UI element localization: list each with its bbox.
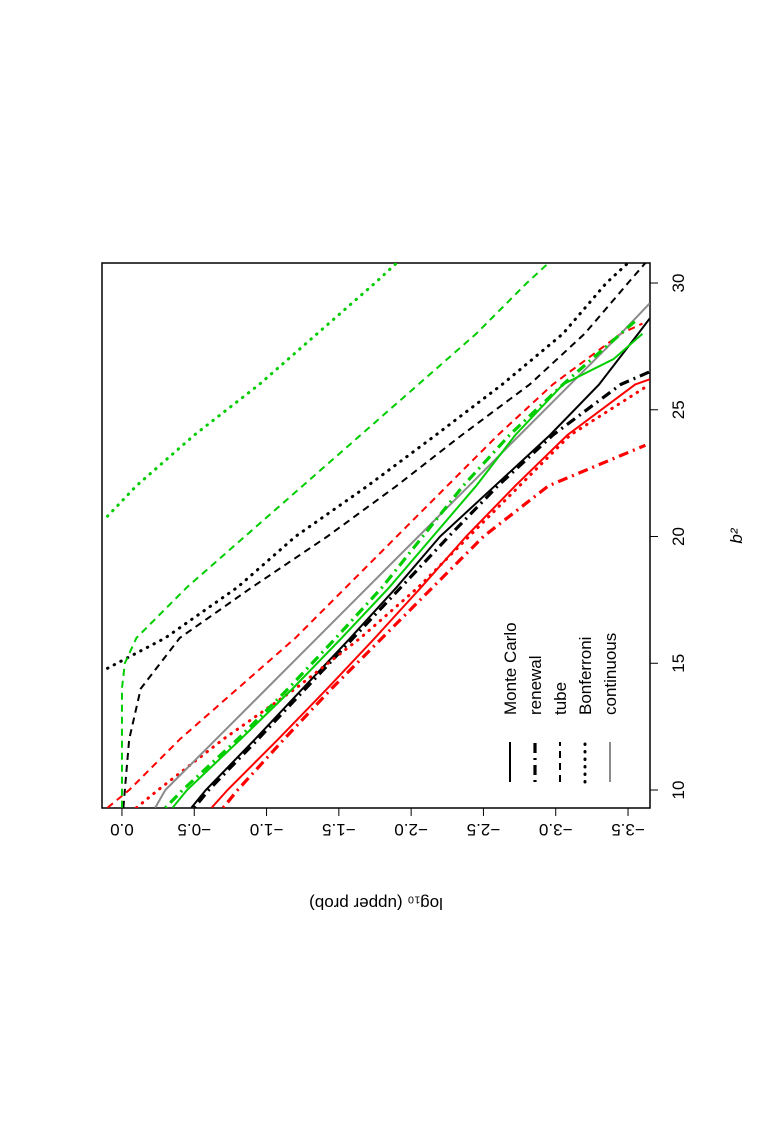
x-axis-label: b²: [727, 527, 746, 543]
legend-label: Bonferroni: [576, 637, 595, 715]
y-tick-label: 0.0: [110, 820, 134, 839]
legend-label: tube: [551, 682, 570, 715]
y-tick-label: −3.0: [539, 820, 573, 839]
legend-label: continuous: [601, 633, 620, 715]
series-line: [105, 263, 399, 518]
series-line: [171, 332, 644, 808]
legend-label: renewal: [526, 655, 545, 715]
series-line: [190, 317, 650, 808]
y-axis-label: log₁₀ (upper prob): [309, 894, 443, 913]
series-line: [122, 263, 647, 808]
series-line: [221, 443, 646, 808]
x-tick-label: 30: [669, 274, 688, 293]
y-tick-label: −2.0: [394, 820, 428, 839]
x-tick-label: 10: [669, 781, 688, 800]
y-tick-label: −2.5: [467, 820, 501, 839]
x-tick-label: 25: [669, 400, 688, 419]
series-line: [193, 370, 650, 808]
plot-group: b² log₁₀ (upper prob) 10 15 20 25 30 0.0 −0.5 −…: [101, 262, 746, 913]
plot-frame: [101, 262, 651, 809]
y-tick-label: −0.5: [177, 820, 211, 839]
legend-label: Monte Carlo: [501, 622, 520, 715]
y-tick-label: −1.0: [250, 820, 284, 839]
series-line: [105, 263, 630, 670]
x-tick-label: 20: [669, 527, 688, 546]
series-line: [210, 378, 650, 808]
series-line: [106, 322, 643, 808]
y-tick-label: −3.5: [611, 820, 645, 839]
lines: [105, 263, 650, 808]
series-line: [134, 382, 650, 808]
x-tick-label: 15: [669, 654, 688, 673]
series-line: [120, 263, 550, 808]
y-tick-label: −1.5: [322, 820, 356, 839]
series-line: [164, 319, 637, 808]
